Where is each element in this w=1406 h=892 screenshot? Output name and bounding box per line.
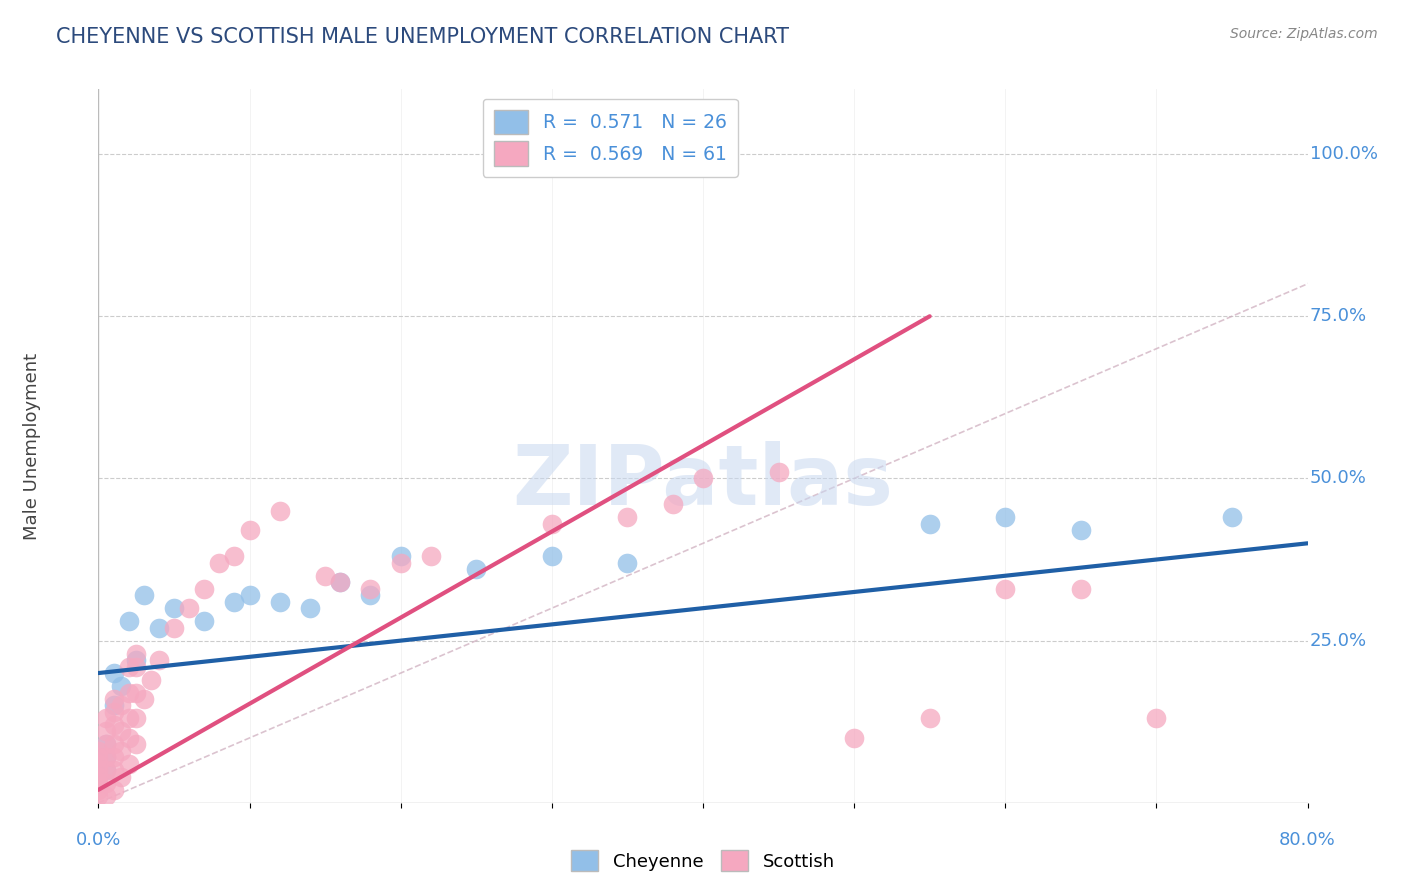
Point <box>389 556 412 570</box>
Point <box>224 549 246 564</box>
Point <box>110 698 132 713</box>
Point <box>103 698 125 713</box>
Text: 50.0%: 50.0% <box>1310 469 1367 487</box>
Point <box>94 738 117 752</box>
Point <box>918 711 941 725</box>
Point <box>87 744 110 758</box>
Point <box>87 770 110 784</box>
Point <box>94 738 117 752</box>
Point <box>110 744 132 758</box>
Text: 80.0%: 80.0% <box>1279 831 1336 849</box>
Point <box>125 659 148 673</box>
Point <box>692 471 714 485</box>
Point <box>118 711 141 725</box>
Text: 0.0%: 0.0% <box>76 831 121 849</box>
Point <box>1144 711 1167 725</box>
Point <box>193 614 215 628</box>
Point <box>103 738 125 752</box>
Point <box>844 731 866 745</box>
Point <box>360 588 382 602</box>
Point <box>118 685 141 699</box>
Point <box>132 588 155 602</box>
Point <box>540 549 562 564</box>
Point <box>239 588 262 602</box>
Point <box>87 756 110 771</box>
Legend: Cheyenne, Scottish: Cheyenne, Scottish <box>564 843 842 879</box>
Point <box>110 724 132 739</box>
Point <box>918 516 941 531</box>
Point <box>103 782 125 797</box>
Point <box>239 524 262 538</box>
Text: ZIPatlas: ZIPatlas <box>513 442 893 522</box>
Point <box>94 750 117 764</box>
Point <box>118 659 141 673</box>
Point <box>389 549 412 564</box>
Point <box>103 718 125 732</box>
Point <box>132 692 155 706</box>
Point <box>329 575 352 590</box>
Point <box>87 750 110 764</box>
Point <box>125 711 148 725</box>
Point <box>103 705 125 719</box>
Point <box>465 562 488 576</box>
Point <box>94 724 117 739</box>
Point <box>94 750 117 764</box>
Point <box>148 653 170 667</box>
Point <box>110 770 132 784</box>
Point <box>103 750 125 764</box>
Point <box>994 510 1017 524</box>
Point <box>661 497 683 511</box>
Point <box>94 776 117 790</box>
Point <box>1070 524 1092 538</box>
Point <box>177 601 201 615</box>
Point <box>224 595 246 609</box>
Point <box>103 666 125 681</box>
Point <box>193 582 215 596</box>
Point <box>616 510 638 524</box>
Point <box>1220 510 1243 524</box>
Point <box>269 595 291 609</box>
Point <box>163 621 186 635</box>
Text: Male Unemployment: Male Unemployment <box>22 352 41 540</box>
Point <box>125 685 148 699</box>
Point <box>94 764 117 778</box>
Text: Source: ZipAtlas.com: Source: ZipAtlas.com <box>1230 27 1378 41</box>
Point <box>87 776 110 790</box>
Point <box>1070 582 1092 596</box>
Point <box>118 731 141 745</box>
Text: 75.0%: 75.0% <box>1310 307 1367 326</box>
Text: 25.0%: 25.0% <box>1310 632 1367 649</box>
Point <box>540 516 562 531</box>
Point <box>768 465 790 479</box>
Point <box>103 764 125 778</box>
Point <box>87 782 110 797</box>
Point <box>269 504 291 518</box>
Point <box>616 556 638 570</box>
Point <box>125 647 148 661</box>
Text: 100.0%: 100.0% <box>1310 145 1378 163</box>
Legend: R =  0.571   N = 26, R =  0.569   N = 61: R = 0.571 N = 26, R = 0.569 N = 61 <box>482 99 738 177</box>
Point <box>419 549 441 564</box>
Point <box>163 601 186 615</box>
Point <box>148 621 170 635</box>
Point <box>110 679 132 693</box>
Point <box>118 756 141 771</box>
Point <box>118 614 141 628</box>
Point <box>314 568 336 582</box>
Point <box>141 673 163 687</box>
Point <box>125 738 148 752</box>
Text: CHEYENNE VS SCOTTISH MALE UNEMPLOYMENT CORRELATION CHART: CHEYENNE VS SCOTTISH MALE UNEMPLOYMENT C… <box>56 27 789 46</box>
Point <box>94 789 117 804</box>
Point <box>87 789 110 804</box>
Point <box>208 556 231 570</box>
Point <box>94 764 117 778</box>
Point <box>103 692 125 706</box>
Point <box>125 653 148 667</box>
Point <box>299 601 322 615</box>
Point <box>94 711 117 725</box>
Point <box>329 575 352 590</box>
Point <box>87 764 110 778</box>
Point <box>994 582 1017 596</box>
Point <box>360 582 382 596</box>
